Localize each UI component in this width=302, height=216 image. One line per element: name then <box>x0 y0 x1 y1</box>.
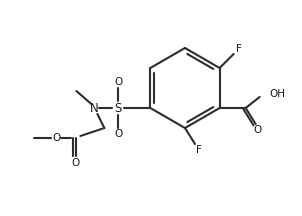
Text: F: F <box>196 145 202 155</box>
Text: O: O <box>52 133 60 143</box>
Text: O: O <box>253 125 262 135</box>
Text: N: N <box>90 102 99 114</box>
Text: F: F <box>236 44 242 54</box>
Text: O: O <box>114 129 123 139</box>
Text: O: O <box>114 77 123 87</box>
Text: S: S <box>115 102 122 114</box>
Text: OH: OH <box>270 89 286 99</box>
Text: O: O <box>71 158 79 168</box>
